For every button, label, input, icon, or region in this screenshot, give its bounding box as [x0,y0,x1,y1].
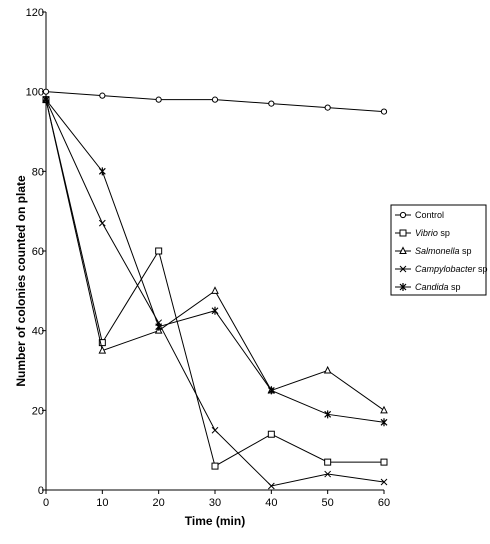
data-point [399,246,407,254]
data-point [380,478,388,486]
data-point [399,283,407,291]
data-point [98,339,106,347]
data-point [380,458,388,466]
legend-label: Campylobacter sp [415,264,488,274]
data-point [268,100,275,107]
series-line [45,99,385,411]
data-point [42,95,50,104]
legend-item: Salmonella sp [395,246,472,256]
legend-label: Control [415,210,444,220]
legend-label-main: Vibrio [415,228,438,238]
y-tick-label: 20 [32,405,44,417]
axes: 0 20 40 60 80 100 120 0 10 20 30 40 50 60 [26,7,390,509]
data-point [324,410,332,419]
x-tick-label: 30 [209,497,221,509]
data-point [267,430,275,438]
legend-label-suffix: sp [476,264,488,274]
data-point [380,418,388,427]
legend-box [390,204,487,296]
legend-label-suffix: sp [460,246,472,256]
legend-label-main: Control [415,210,444,220]
legend-label-suffix: sp [449,282,461,292]
data-point [211,426,219,434]
series-line [45,99,384,467]
data-point [324,104,331,111]
data-point [99,92,106,99]
data-point [324,470,332,478]
data-point [399,229,407,237]
series-control [42,88,388,115]
data-point [42,88,50,95]
x-tick-label: 10 [96,497,108,509]
legend-item: Campylobacter sp [395,264,488,274]
series-vibrio [42,96,388,470]
data-point [267,386,275,395]
data-point [324,458,332,466]
legend-label: Vibrio sp [415,228,450,238]
data-point [399,265,407,273]
x-tick-label: 50 [322,497,334,509]
x-tick-label: 60 [378,497,390,509]
data-point [211,96,219,103]
data-point [155,96,162,103]
series-candida [42,95,388,427]
data-point [380,108,388,115]
legend-item: Candida sp [395,282,461,292]
legend-item: Vibrio sp [395,228,450,238]
x-tick-label: 20 [153,497,165,509]
y-axis-title: Number of colonies counted on plate [14,175,28,387]
legend-label: Candida sp [415,282,461,292]
y-tick-label: 80 [32,166,44,178]
data-point [380,405,388,414]
x-tick-label: 0 [43,497,49,509]
data-point [267,482,275,490]
x-tick-label: 40 [265,497,277,509]
data-point [155,322,163,331]
legend-label-main: Salmonella [415,246,460,256]
y-tick-label: 40 [32,326,44,338]
series-layer [42,88,388,490]
data-point [98,167,106,176]
data-point [211,286,219,294]
data-point [323,365,332,374]
data-point [211,306,219,315]
data-point [98,219,106,227]
y-tick-label: 0 [38,485,44,497]
legend-label: Salmonella sp [415,246,472,256]
legend-item: Control [395,210,444,220]
x-axis-title: Time (min) [185,514,245,528]
data-point [98,345,107,354]
y-tick-label: 100 [26,87,44,99]
y-tick-label: 60 [32,246,44,258]
data-point [155,247,163,255]
legend-label-suffix: sp [438,228,450,238]
legend-label-main: Campylobacter [415,264,477,274]
data-point [211,462,219,470]
legend-label-main: Candida [415,282,449,292]
data-point [399,211,407,219]
y-tick-label: 120 [26,7,44,19]
series-salmonella [42,95,388,414]
